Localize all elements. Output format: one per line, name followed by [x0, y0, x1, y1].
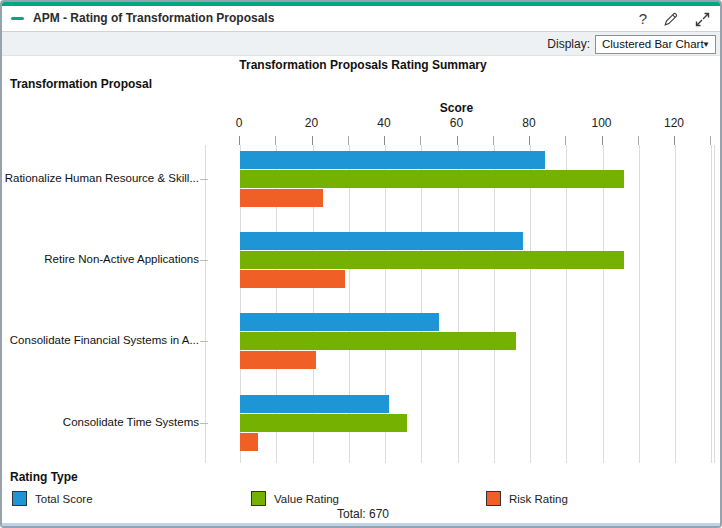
bar-risk-rating[interactable] [240, 189, 323, 207]
category-label: Rationalize Human Resource & Skill... [2, 172, 199, 184]
app-window: APM - Rating of Transformation Proposals… [0, 0, 722, 528]
bar-total-score[interactable] [240, 395, 389, 413]
legend-swatch [251, 491, 266, 506]
bar-value-rating[interactable] [240, 414, 407, 432]
axis-tick [275, 136, 276, 145]
x-axis-ticks [205, 136, 715, 145]
axis-tick-label: 20 [292, 116, 332, 130]
y-axis-title: Transformation Proposal [10, 77, 152, 91]
legend-label: Total Score [35, 493, 93, 505]
legend: Total Score Value Rating Risk Rating [2, 491, 722, 508]
dropdown-caret-icon: ▼ [702, 36, 710, 53]
category-tick [200, 260, 208, 261]
bar-total-score[interactable] [240, 313, 439, 331]
minimize-icon[interactable] [11, 17, 24, 20]
help-icon[interactable]: ? [639, 9, 647, 29]
legend-title: Rating Type [10, 470, 78, 484]
category-label: Consolidate Financial Systems in A... [2, 334, 199, 346]
titlebar: APM - Rating of Transformation Proposals… [2, 6, 720, 32]
display-dropdown[interactable]: Clustered Bar Chart ▼ [595, 35, 716, 54]
axis-tick [493, 136, 494, 145]
axis-tick [457, 136, 458, 145]
axis-tick-label: 0 [219, 116, 259, 130]
bar-value-rating[interactable] [240, 332, 516, 350]
bar-total-score[interactable] [240, 151, 545, 169]
axis-tick-label: 60 [437, 116, 477, 130]
category-tick [200, 341, 208, 342]
edit-icon[interactable] [662, 11, 679, 28]
axis-tick-label: 100 [582, 116, 622, 130]
legend-item-risk-rating[interactable]: Risk Rating [486, 491, 568, 506]
category-label: Consolidate Time Systems [2, 416, 199, 428]
bar-value-rating[interactable] [240, 251, 624, 269]
x-axis-title: Score [406, 101, 507, 115]
axis-tick-label: 40 [364, 116, 404, 130]
plot-area [205, 145, 715, 463]
legend-swatch [12, 491, 27, 506]
category-tick [200, 179, 208, 180]
bar-risk-rating[interactable] [240, 270, 345, 288]
bar-value-rating[interactable] [240, 170, 624, 188]
legend-swatch [486, 491, 501, 506]
gridline [639, 145, 640, 463]
legend-item-value-rating[interactable]: Value Rating [251, 491, 339, 506]
toolbar: Display: Clustered Bar Chart ▼ [2, 32, 720, 56]
axis-tick [348, 136, 349, 145]
bar-total-score[interactable] [240, 232, 523, 250]
axis-tick [565, 136, 566, 145]
gridline [711, 145, 712, 463]
gridline [494, 145, 495, 463]
axis-tick [384, 136, 385, 145]
axis-tick [529, 136, 530, 145]
footer-total: Total: 670 [2, 507, 722, 521]
category-tick [200, 423, 208, 424]
axis-tick [674, 136, 675, 145]
bottom-strip [2, 523, 720, 526]
expand-icon[interactable] [694, 11, 711, 28]
legend-item-total-score[interactable]: Total Score [12, 491, 93, 506]
category-labels: Rationalize Human Resource & Skill... Ret… [2, 145, 199, 463]
bar-risk-rating[interactable] [240, 351, 316, 369]
display-label: Display: [547, 37, 590, 51]
axis-tick [602, 136, 603, 145]
category-label: Retire Non-Active Applications [2, 253, 199, 265]
gridline [530, 145, 531, 463]
gridline [566, 145, 567, 463]
axis-tick [710, 136, 711, 145]
axis-tick-label: 120 [654, 116, 694, 130]
display-dropdown-value: Clustered Bar Chart [602, 38, 704, 50]
axis-tick [420, 136, 421, 145]
window-title: APM - Rating of Transformation Proposals [33, 11, 274, 25]
axis-tick-label: 80 [509, 116, 549, 130]
axis-tick [312, 136, 313, 145]
gridline [603, 145, 604, 463]
gridline [675, 145, 676, 463]
gridline [421, 145, 422, 463]
bar-risk-rating[interactable] [240, 433, 258, 451]
legend-label: Risk Rating [509, 493, 568, 505]
category-ticks [199, 145, 208, 463]
titlebar-icons: ? [639, 9, 711, 29]
gridline [458, 145, 459, 463]
chart-title: Transformation Proposals Rating Summary [2, 58, 722, 72]
x-axis-tick-labels: 0 20 40 60 80 100 120 [205, 116, 715, 131]
axis-tick [638, 136, 639, 145]
legend-label: Value Rating [274, 493, 339, 505]
axis-tick [239, 136, 240, 145]
